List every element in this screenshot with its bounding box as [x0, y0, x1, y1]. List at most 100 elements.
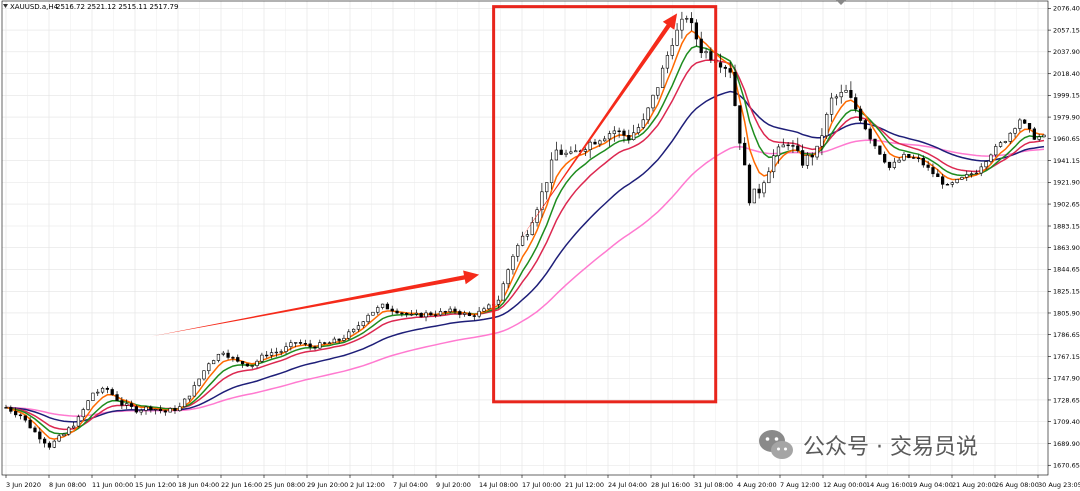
candle	[530, 216, 534, 236]
candle-body	[849, 90, 853, 98]
candle-body	[168, 408, 172, 413]
time-tick-label: 25 Jun 08:00	[264, 481, 305, 489]
symbol-dropdown-icon[interactable]	[3, 4, 8, 8]
candle-body	[651, 94, 655, 109]
candle-body	[163, 410, 167, 413]
candle-body	[414, 312, 418, 315]
candle-body	[269, 352, 274, 356]
candle	[974, 169, 979, 175]
candle	[873, 138, 877, 150]
candle	[284, 342, 288, 355]
candle	[443, 310, 447, 315]
price-tick-label: 1863.90	[1053, 244, 1080, 252]
candle	[231, 355, 235, 362]
candle-body	[115, 394, 119, 401]
candle	[149, 405, 153, 413]
candle-body	[1013, 128, 1017, 134]
candle-body	[67, 427, 71, 435]
candle	[825, 112, 829, 139]
candle	[733, 64, 737, 107]
candle-body	[723, 66, 727, 69]
candle-body	[453, 308, 457, 312]
candle-body	[863, 120, 867, 130]
candle	[704, 48, 708, 59]
candle	[115, 391, 119, 402]
candle-body	[274, 351, 278, 354]
candle	[752, 188, 756, 204]
candle-body	[260, 354, 264, 362]
candle-body	[125, 403, 129, 406]
candle-body	[603, 138, 607, 142]
candle	[424, 310, 428, 322]
candle-body	[52, 440, 56, 448]
candle	[994, 143, 998, 158]
candle-body	[1008, 132, 1012, 142]
candle	[907, 153, 911, 159]
candle	[47, 441, 52, 450]
candle-body	[549, 159, 554, 183]
candle-body	[202, 370, 206, 380]
candle	[221, 350, 225, 357]
candle-body	[443, 311, 447, 313]
candle-body	[226, 352, 230, 358]
candle	[332, 336, 336, 344]
time-tick-label: 26 Aug 08:00	[995, 481, 1039, 489]
candle-body	[154, 408, 158, 411]
candle-body	[47, 442, 52, 448]
candle-body	[921, 157, 925, 166]
price-tick-label: 1999.15	[1053, 92, 1080, 100]
candle-body	[284, 346, 288, 352]
candle	[323, 341, 327, 345]
time-tick-label: 21 Aug 20:00	[952, 481, 996, 489]
candle	[569, 146, 573, 155]
candle-body	[743, 142, 747, 166]
candle	[448, 306, 452, 314]
candle-body	[472, 315, 476, 317]
candle	[506, 268, 510, 289]
time-tick-label: 3 Jun 2020	[6, 481, 41, 489]
candle	[463, 310, 467, 317]
candle-body	[825, 114, 829, 137]
candle-body	[216, 353, 221, 361]
candle-body	[467, 312, 472, 316]
candle	[361, 320, 365, 328]
price-tick-label: 2076.40	[1053, 5, 1080, 13]
candle	[607, 130, 612, 147]
candle-body	[752, 188, 756, 204]
candle-body	[805, 154, 810, 166]
candle-body	[14, 411, 18, 416]
price-tick-label: 1902.65	[1053, 200, 1080, 208]
candle	[738, 105, 742, 151]
candle-body	[622, 130, 626, 136]
candle-body	[685, 18, 689, 20]
time-tick-label: 21 Jul 12:00	[565, 481, 604, 489]
candle	[419, 312, 423, 318]
candle	[685, 15, 689, 23]
candle-body	[38, 431, 42, 440]
candle	[289, 339, 293, 351]
candle	[250, 365, 254, 369]
candle	[105, 386, 110, 394]
candle-body	[810, 154, 814, 158]
candle	[603, 135, 607, 142]
candle	[71, 421, 76, 429]
candle	[347, 329, 351, 341]
candle-body	[18, 414, 23, 417]
candle-body	[781, 144, 785, 148]
time-tick-label: 2 Jul 12:00	[350, 481, 385, 489]
candle-body	[704, 51, 708, 54]
candle-body	[969, 173, 974, 175]
candle	[371, 311, 375, 316]
candle-body	[965, 174, 969, 178]
candle	[260, 352, 264, 364]
candle	[192, 381, 196, 397]
candle-body	[772, 155, 776, 173]
candle	[1013, 127, 1017, 138]
candle-body	[62, 433, 66, 437]
candle	[303, 339, 307, 347]
candle	[395, 308, 399, 315]
candle	[1037, 133, 1041, 142]
scroll-marker-icon[interactable]	[836, 0, 846, 5]
candle-body	[1023, 119, 1027, 124]
